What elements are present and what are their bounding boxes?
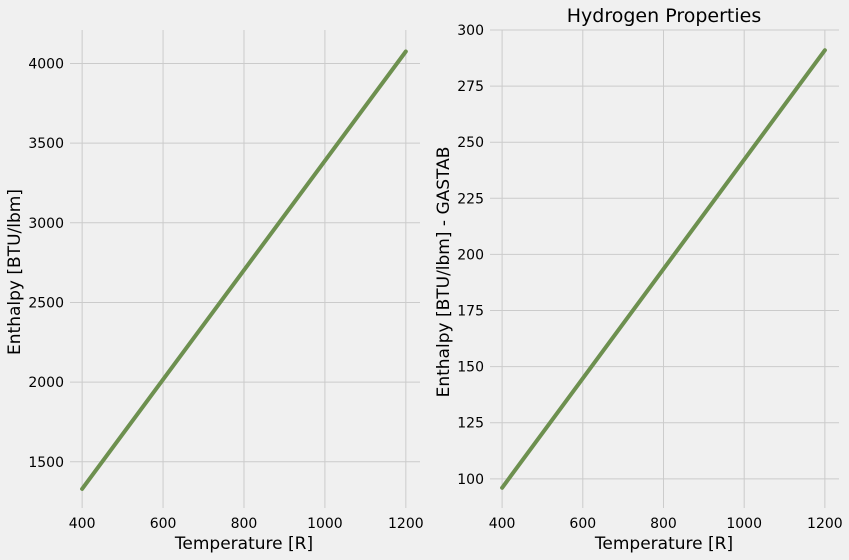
y-tick-label: 175: [457, 304, 484, 320]
x-tick-label: 400: [69, 516, 96, 532]
x-tick-label: 800: [231, 516, 258, 532]
y-tick-label: 300: [457, 23, 484, 39]
data-series-line: [500, 48, 827, 490]
y-tick-label: 100: [457, 472, 484, 488]
y-axis-label: Enthalpy [BTU/lbm] - GASTAB: [434, 147, 454, 398]
y-tick-label: 3000: [28, 216, 64, 232]
gastab-enthalpy-panel: Hydrogen Properties Temperature [R] Enth…: [434, 5, 843, 554]
enthalpy-panel: Temperature [R] Enthalpy [BTU/lbm] 400 60…: [5, 30, 424, 554]
x-tick-label: 800: [650, 516, 677, 532]
y-tick-label: 1500: [28, 455, 64, 471]
x-tick-label: 1200: [807, 516, 843, 532]
y-tick-label: 275: [457, 79, 484, 95]
x-tick-label: 1000: [726, 516, 762, 532]
y-tick-label: 225: [457, 191, 484, 207]
x-tick-label: 400: [489, 516, 516, 532]
y-tick-label: 150: [457, 360, 484, 376]
y-axis-label: Enthalpy [BTU/lbm]: [5, 189, 25, 355]
y-tick-label: 250: [457, 135, 484, 151]
x-tick-label: 1000: [307, 516, 343, 532]
x-axis-label: Temperature [R]: [174, 534, 313, 554]
x-axis-label: Temperature [R]: [594, 534, 733, 554]
y-tick-label: 125: [457, 416, 484, 432]
y-tick-label: 3500: [28, 136, 64, 152]
panel-title: Hydrogen Properties: [567, 5, 761, 27]
grid: [490, 29, 839, 508]
x-tick-label: 1200: [388, 516, 424, 532]
x-tick-label: 600: [569, 516, 596, 532]
grid: [70, 30, 420, 508]
x-tick-label: 600: [150, 516, 177, 532]
y-tick-label: 2000: [28, 375, 64, 391]
y-tick-label: 2500: [28, 295, 64, 311]
data-series-line: [80, 49, 408, 491]
y-tick-label: 200: [457, 247, 484, 263]
y-tick-label: 4000: [28, 56, 64, 72]
